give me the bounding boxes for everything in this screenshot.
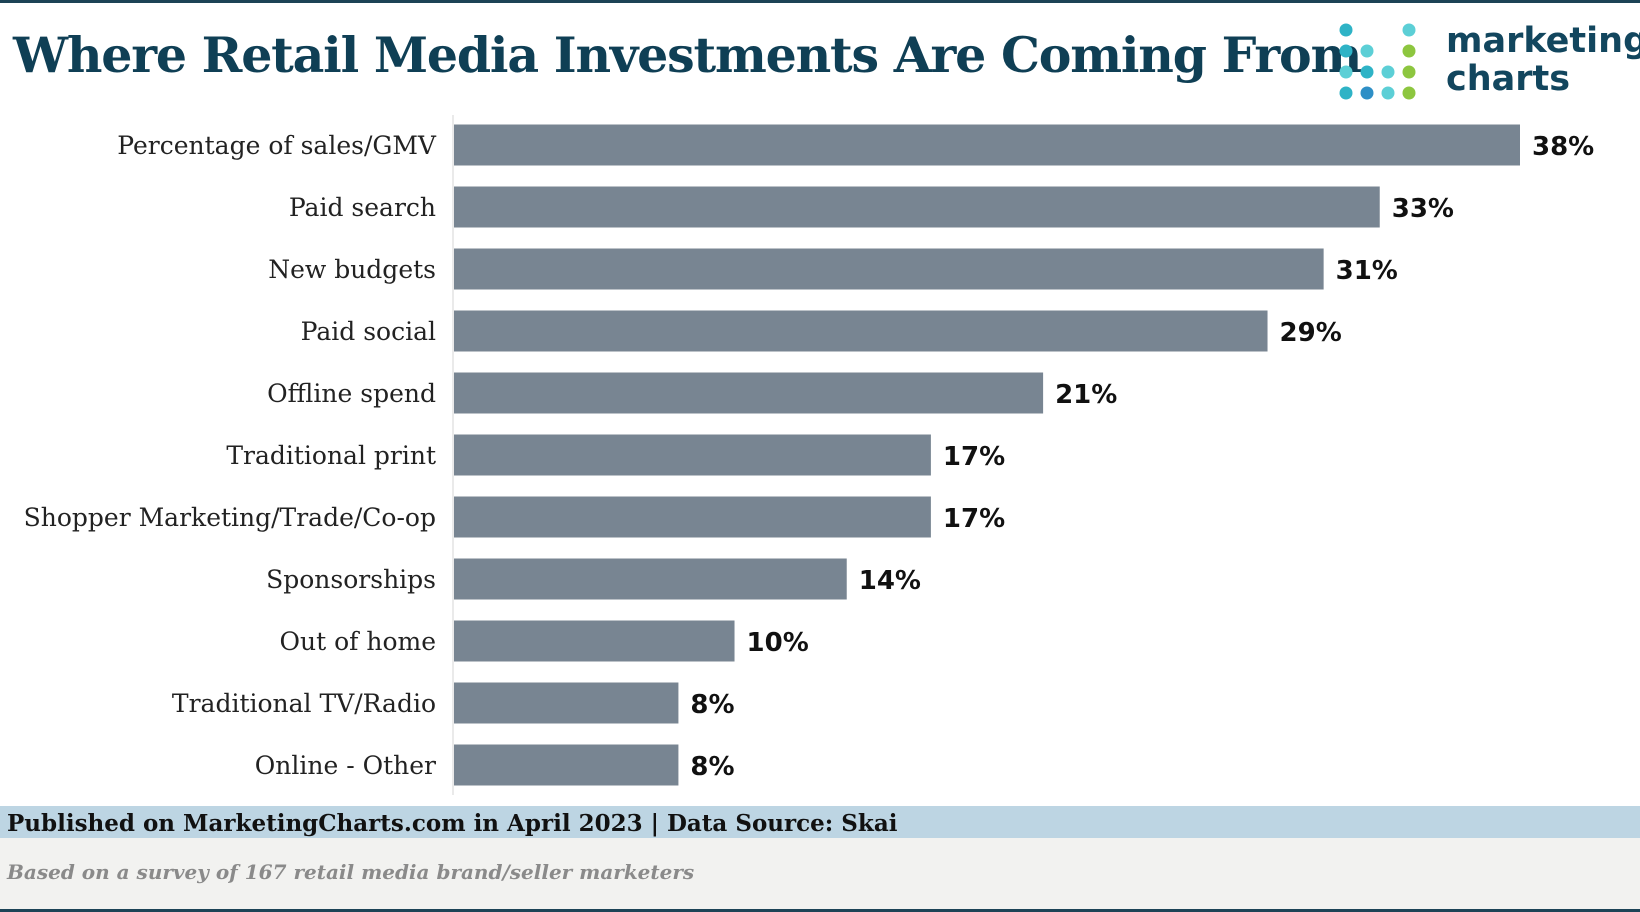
logo-dot bbox=[1402, 23, 1416, 37]
bar bbox=[454, 434, 931, 476]
logo-dot bbox=[1339, 65, 1353, 79]
logo-dot bbox=[1360, 86, 1374, 100]
bar bbox=[454, 682, 679, 724]
bottom-rule bbox=[0, 909, 1640, 912]
category-label: New budgets bbox=[268, 255, 436, 284]
data-label: 33% bbox=[1392, 194, 1454, 224]
marketingcharts-logo: marketing charts bbox=[1338, 22, 1640, 106]
logo-dots-icon bbox=[1339, 23, 1416, 100]
data-label: 31% bbox=[1336, 256, 1398, 286]
bar bbox=[454, 248, 1324, 290]
logo-dot bbox=[1339, 23, 1353, 37]
data-label: 17% bbox=[943, 504, 1005, 534]
category-label: Paid social bbox=[301, 317, 436, 346]
logo-dot bbox=[1381, 86, 1395, 100]
category-label: Sponsorships bbox=[266, 565, 436, 594]
data-label: 29% bbox=[1280, 318, 1342, 348]
data-label: 8% bbox=[690, 752, 734, 782]
data-label: 10% bbox=[747, 628, 809, 658]
logo-dot bbox=[1381, 65, 1395, 79]
bar bbox=[454, 620, 735, 662]
logo-wordmark: marketing charts bbox=[1446, 22, 1640, 98]
category-label: Offline spend bbox=[267, 379, 436, 408]
logo-dot bbox=[1339, 86, 1353, 100]
footer-band: Published on MarketingCharts.com in Apri… bbox=[0, 806, 1640, 838]
top-rule bbox=[0, 0, 1640, 3]
bar bbox=[454, 496, 931, 538]
bar bbox=[454, 372, 1044, 414]
logo-dot bbox=[1339, 44, 1353, 58]
logo-dot bbox=[1402, 65, 1416, 79]
bar-chart: Percentage of sales/GMV 38% Paid search 33%… bbox=[24, 115, 1594, 795]
data-label: 8% bbox=[690, 690, 734, 720]
data-label: 38% bbox=[1532, 132, 1594, 162]
logo-line-1: marketing bbox=[1446, 21, 1640, 61]
category-label: Out of home bbox=[280, 627, 437, 656]
data-label: 14% bbox=[859, 566, 921, 596]
logo-line-2: charts bbox=[1446, 59, 1571, 99]
category-label: Percentage of sales/GMV bbox=[117, 131, 437, 160]
note-band: Based on a survey of 167 retail media br… bbox=[0, 838, 1640, 909]
bar bbox=[454, 124, 1520, 166]
category-label: Online - Other bbox=[255, 751, 436, 780]
chart-title: Where Retail Media Investments Are Comin… bbox=[13, 26, 1362, 84]
bar bbox=[454, 310, 1268, 352]
bar bbox=[454, 744, 679, 786]
bar bbox=[454, 558, 847, 600]
logo-dot bbox=[1360, 44, 1374, 58]
category-label: Shopper Marketing/Trade/Co-op bbox=[24, 503, 436, 532]
logo-dot bbox=[1402, 44, 1416, 58]
data-label: 17% bbox=[943, 442, 1005, 472]
logo-dot bbox=[1360, 65, 1374, 79]
category-label: Paid search bbox=[289, 193, 436, 222]
data-label: 21% bbox=[1055, 380, 1117, 410]
published-source-line: Published on MarketingCharts.com in Apri… bbox=[7, 810, 898, 837]
survey-note: Based on a survey of 167 retail media br… bbox=[7, 860, 695, 884]
category-label: Traditional TV/Radio bbox=[172, 689, 436, 718]
category-label: Traditional print bbox=[226, 441, 436, 470]
logo-dot bbox=[1402, 86, 1416, 100]
bar bbox=[454, 186, 1380, 228]
